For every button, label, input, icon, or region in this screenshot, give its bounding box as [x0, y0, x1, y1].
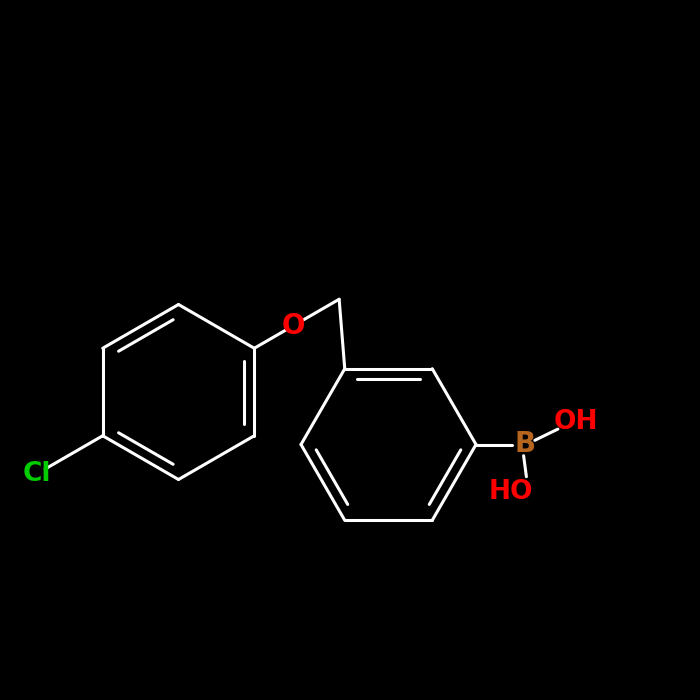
Text: HO: HO: [489, 479, 533, 505]
Text: OH: OH: [553, 409, 598, 435]
Text: B: B: [514, 430, 536, 458]
Text: O: O: [282, 312, 305, 340]
Text: Cl: Cl: [23, 461, 52, 486]
